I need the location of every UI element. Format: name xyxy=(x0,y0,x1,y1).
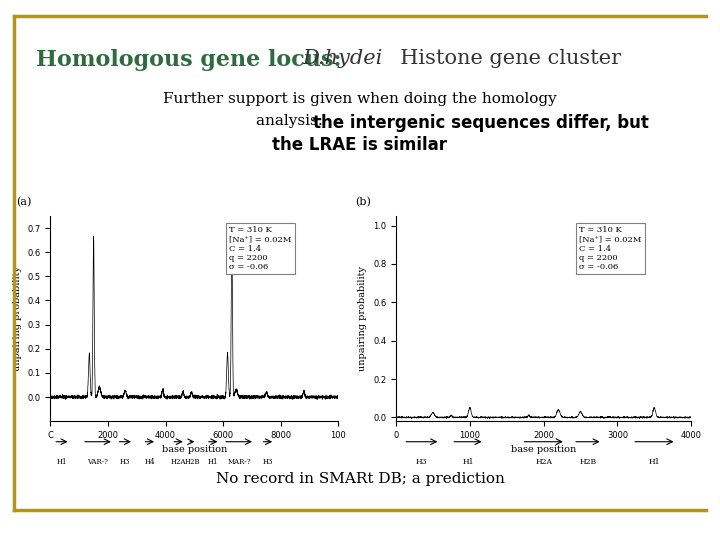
Text: (b): (b) xyxy=(355,198,371,208)
Text: No record in SMARt DB; a prediction: No record in SMARt DB; a prediction xyxy=(215,472,505,486)
Text: Further support is given when doing the homology: Further support is given when doing the … xyxy=(163,92,557,106)
Text: H2B: H2B xyxy=(184,458,200,466)
Text: H2A: H2A xyxy=(535,458,552,466)
Text: H2A: H2A xyxy=(171,458,186,466)
Text: T = 310 K
[Na⁺] = 0.02M
C = 1.4
q = 2200
σ = -0.06: T = 310 K [Na⁺] = 0.02M C = 1.4 q = 2200… xyxy=(229,226,292,271)
Y-axis label: unpairing probability: unpairing probability xyxy=(359,266,367,371)
Text: Homologous gene locus:: Homologous gene locus: xyxy=(36,49,341,71)
X-axis label: base position: base position xyxy=(162,446,227,455)
Text: H3: H3 xyxy=(120,458,130,466)
Text: analysis:: analysis: xyxy=(256,114,328,129)
Text: T = 310 K
[Na⁺] = 0.02M
C = 1.4
q = 2200
σ = -0.06: T = 310 K [Na⁺] = 0.02M C = 1.4 q = 2200… xyxy=(579,226,642,271)
Text: H4: H4 xyxy=(145,458,155,466)
Text: the LRAE is similar: the LRAE is similar xyxy=(272,136,448,154)
Text: H3: H3 xyxy=(416,458,428,466)
Text: MAR-?: MAR-? xyxy=(228,458,251,466)
Text: H1: H1 xyxy=(208,458,218,466)
Text: H2B: H2B xyxy=(580,458,596,466)
Y-axis label: unpairing probability: unpairing probability xyxy=(13,266,22,371)
Text: D.hydei: D.hydei xyxy=(302,49,382,68)
Text: Histone gene cluster: Histone gene cluster xyxy=(387,49,621,68)
Text: H1: H1 xyxy=(649,458,660,466)
Text: (a): (a) xyxy=(16,198,31,208)
Text: H1: H1 xyxy=(57,458,67,466)
Text: H3: H3 xyxy=(263,458,273,466)
Text: H1: H1 xyxy=(462,458,474,466)
Text: the intergenic sequences differ, but: the intergenic sequences differ, but xyxy=(313,114,649,132)
Text: VAR-?: VAR-? xyxy=(87,458,109,466)
X-axis label: base position: base position xyxy=(511,446,576,455)
